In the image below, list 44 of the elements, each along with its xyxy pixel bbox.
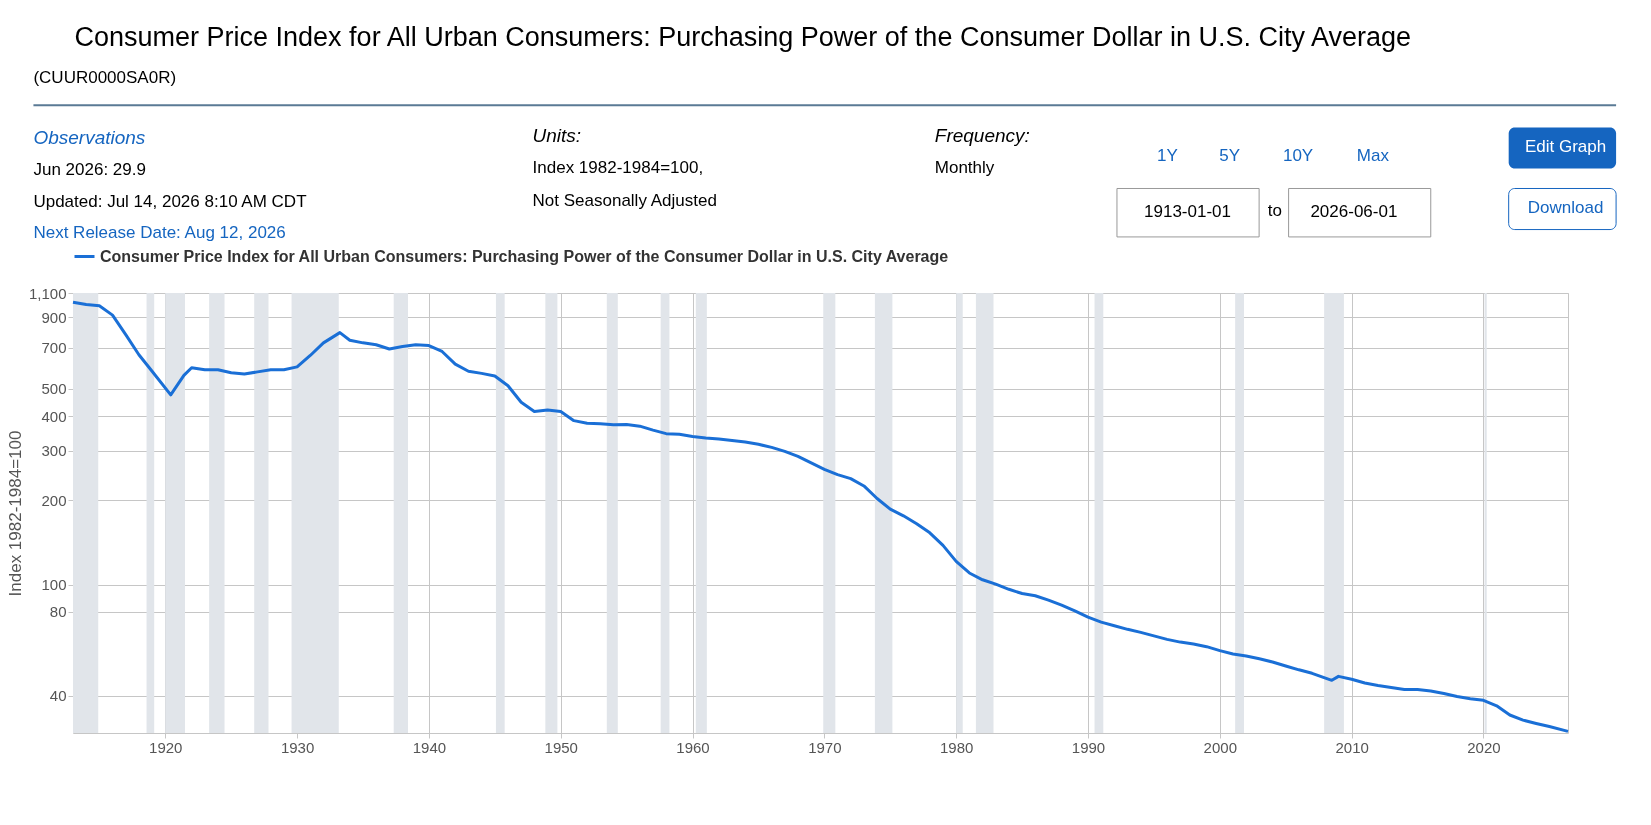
line-series xyxy=(71,300,1570,733)
x-tick-label: 1970 xyxy=(808,738,842,756)
text: Index 1982-1984=100, xyxy=(532,158,704,178)
text: 2026-06-01 xyxy=(1310,201,1398,221)
x-tick-label: 1920 xyxy=(149,738,183,756)
y-tick-label: 400 xyxy=(41,407,67,425)
text: Observations xyxy=(33,126,146,148)
text: 1Y xyxy=(1157,145,1178,165)
text: Not Seasonally Adjusted xyxy=(532,191,717,211)
text: Edit Graph xyxy=(1524,137,1607,157)
text: Download xyxy=(1527,198,1604,218)
y-tick-label: 300 xyxy=(41,442,67,460)
y-axis-title: Index 1982-1984=100 xyxy=(5,430,25,597)
x-tick-label: 2010 xyxy=(1335,738,1369,756)
y-tick-label: 900 xyxy=(41,308,67,326)
x-tick-label: 2000 xyxy=(1203,738,1237,756)
y-tick-label: 700 xyxy=(41,339,67,357)
x-tick-label: 1930 xyxy=(280,738,315,756)
y-tick-label: 100 xyxy=(41,576,67,594)
x-tick-label: 1940 xyxy=(412,738,447,756)
x-tick-label: 1950 xyxy=(544,738,578,756)
x-tick-label: 2020 xyxy=(1467,738,1501,756)
text: 1913-01-01 xyxy=(1144,201,1231,221)
chart-title: Consumer Price Index for All Urban Consumers: Purchasing Power of the Consumer Dollar in U.S. City Average xyxy=(74,21,1412,52)
x-tick-label: 1990 xyxy=(1071,738,1106,756)
text: Jun 2026: 29.9 xyxy=(33,159,146,179)
text: Units: xyxy=(532,124,582,146)
text: to xyxy=(1267,200,1283,220)
text: Monthly xyxy=(934,158,995,178)
x-tick-label: 1980 xyxy=(939,738,974,756)
y-tick-label: 40 xyxy=(49,687,67,705)
text: 5Y xyxy=(1219,145,1241,165)
text: Next Release Date: Aug 12, 2026 xyxy=(33,222,286,242)
text: Max xyxy=(1356,145,1390,165)
chart-subtitle: (CUUR0000SA0R) xyxy=(33,67,177,87)
y-tick-label: 500 xyxy=(41,380,67,398)
y-tick-label: 80 xyxy=(49,603,67,621)
legend-label: Consumer Price Index for All Urban Consumers: Purchasing Power of the Consumer Dollar in U.S. City Average xyxy=(100,247,949,265)
y-tick-label: 200 xyxy=(41,491,67,509)
x-tick-label: 1960 xyxy=(676,738,710,756)
y-tick-label: 1,100 xyxy=(28,284,67,302)
text: Updated: Jul 14, 2026 8:10 AM CDT xyxy=(33,192,307,212)
text: 10Y xyxy=(1282,145,1314,165)
text: Frequency: xyxy=(934,124,1030,146)
